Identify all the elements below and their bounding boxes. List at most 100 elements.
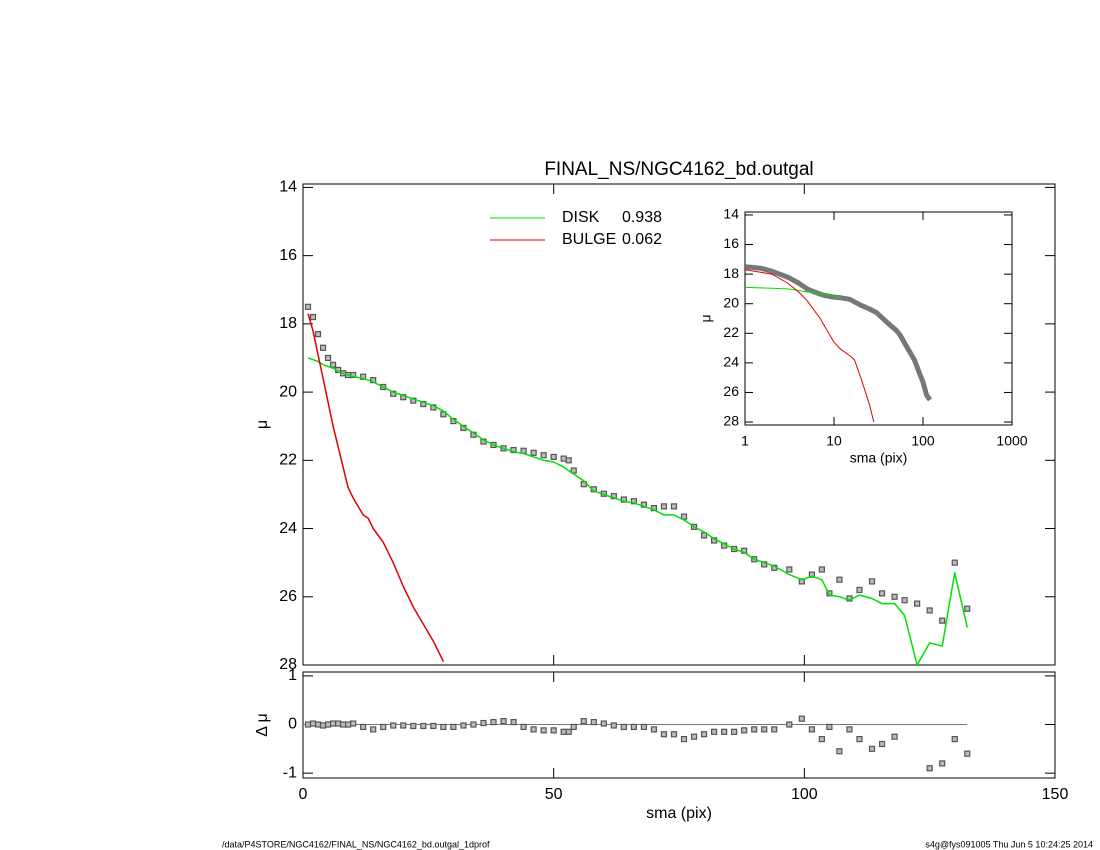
- data-point: [951, 559, 958, 566]
- data-point: [340, 721, 347, 728]
- data-point: [560, 728, 567, 735]
- data-point: [530, 449, 537, 456]
- chart-title: FINAL_NS/NGC4162_bd.outgal: [544, 159, 813, 180]
- y-tick-label: 24: [279, 520, 297, 537]
- data-point: [540, 727, 547, 734]
- data-point: [370, 726, 377, 733]
- data-point: [761, 726, 768, 733]
- data-point: [808, 726, 815, 733]
- data-point: [610, 722, 617, 729]
- data-point: [798, 715, 805, 722]
- data-point: [690, 733, 698, 740]
- data-point: [926, 607, 933, 614]
- model-line: [745, 269, 875, 423]
- legend-label: DISK: [562, 209, 600, 226]
- x-tick-label: 100: [791, 786, 818, 803]
- data-point: [670, 731, 678, 738]
- data-point: [430, 722, 437, 730]
- data-point: [710, 728, 718, 735]
- y-tick-label: 1: [288, 667, 297, 684]
- data-point: [530, 726, 537, 733]
- data-point: [901, 597, 908, 604]
- y-axis-label: Δ μ: [254, 713, 271, 736]
- data-point: [964, 605, 971, 612]
- x-tick-label: 10: [826, 433, 842, 449]
- data-point: [460, 722, 467, 729]
- plot-area: [303, 715, 971, 772]
- data-point: [680, 513, 688, 520]
- data-point: [565, 457, 572, 464]
- model-line: [307, 357, 969, 665]
- data-point: [700, 731, 708, 738]
- data-point: [345, 721, 352, 728]
- data-point: [350, 720, 357, 727]
- footer-left: /data/P4STORE/NGC4162/FINAL_NS/NGC4162_b…: [222, 839, 490, 849]
- data-point: [314, 721, 322, 728]
- y-tick-label: 16: [279, 247, 297, 264]
- data-point: [836, 748, 843, 755]
- data-point: [440, 723, 447, 731]
- data-point: [818, 566, 825, 573]
- data-point: [836, 576, 843, 583]
- data-point: [309, 313, 317, 321]
- data-point: [868, 745, 876, 752]
- y-tick-label: 18: [723, 265, 739, 281]
- y-tick-label: 22: [723, 324, 739, 340]
- data-point: [926, 765, 933, 772]
- data-point: [520, 723, 527, 731]
- data-point: [334, 720, 342, 727]
- data-point: [510, 446, 517, 454]
- data-point: [410, 722, 417, 730]
- y-tick-label: 16: [723, 235, 739, 251]
- data-point: [650, 726, 658, 733]
- data-point: [565, 728, 572, 735]
- data-point: [741, 727, 748, 734]
- data-point: [878, 590, 886, 597]
- data-point: [319, 344, 327, 351]
- data-point: [771, 726, 778, 733]
- plot-area: [304, 303, 971, 665]
- data-point: [670, 503, 678, 510]
- data-point: [826, 590, 833, 597]
- x-tick-label: 1000: [996, 433, 1027, 449]
- data-point: [570, 467, 577, 474]
- data-point: [939, 617, 946, 624]
- profile-band: [745, 264, 933, 402]
- plot-frame: [302, 183, 1056, 666]
- data-point: [818, 736, 825, 743]
- y-tick-label: 28: [279, 656, 297, 673]
- model-line: [307, 313, 445, 662]
- y-tick-label: 22: [279, 452, 297, 469]
- y-tick-label: 18: [279, 315, 297, 332]
- data-point: [610, 493, 617, 500]
- y-tick-label: 20: [279, 383, 297, 400]
- data-point: [570, 723, 577, 731]
- y-tick-label: 24: [723, 354, 739, 370]
- footer-right: s4g@fys091005 Thu Jun 5 10:24:25 2014: [925, 839, 1093, 849]
- data-point: [620, 723, 627, 731]
- data-point: [329, 361, 337, 368]
- y-axis-label: μ: [254, 420, 271, 429]
- data-point: [304, 721, 312, 728]
- data-point: [951, 736, 958, 743]
- data-point: [856, 736, 863, 743]
- data-point: [350, 371, 357, 379]
- x-axis-label: sma (pix): [646, 805, 712, 822]
- data-point: [939, 760, 946, 767]
- data-point: [390, 722, 397, 729]
- data-point: [786, 566, 793, 573]
- data-point: [786, 721, 793, 728]
- data-point: [400, 722, 407, 729]
- y-tick-label: 14: [279, 179, 297, 196]
- data-point: [550, 727, 557, 734]
- data-point: [826, 723, 833, 731]
- x-tick-label: 1: [741, 433, 749, 449]
- legend-value: 0.938: [622, 209, 662, 226]
- data-point: [846, 726, 853, 733]
- y-tick-label: 14: [723, 206, 739, 222]
- y-tick-label: 20: [723, 294, 739, 310]
- legend-label: BULGE: [562, 231, 616, 248]
